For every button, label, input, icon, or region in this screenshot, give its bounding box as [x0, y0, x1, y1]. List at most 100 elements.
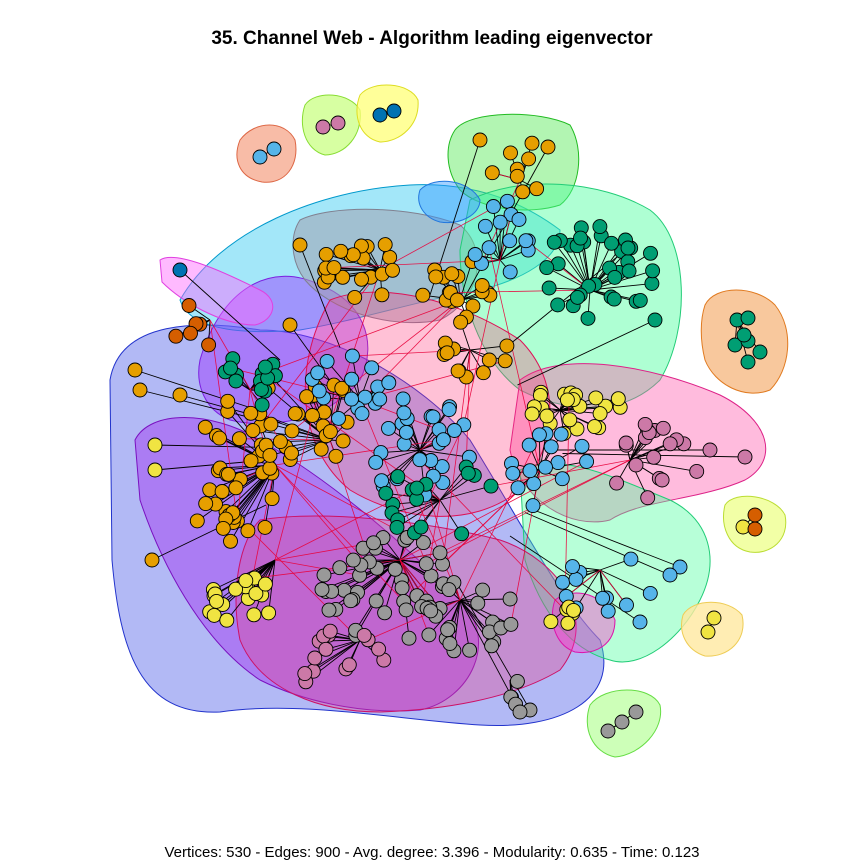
vertex	[499, 193, 515, 209]
vertex	[385, 262, 400, 278]
vertex	[449, 292, 465, 308]
vertex	[245, 423, 261, 438]
vertex	[220, 466, 236, 482]
vertex	[531, 427, 547, 443]
vertex	[228, 373, 244, 389]
graph-edge	[529, 508, 681, 568]
vertex	[321, 602, 337, 618]
vertex	[382, 249, 398, 265]
graph-edge	[154, 444, 268, 448]
vertex	[689, 463, 705, 479]
vertex	[441, 402, 457, 418]
vertex	[654, 472, 670, 488]
vertex	[592, 406, 608, 422]
vertex	[499, 338, 515, 354]
vertex	[335, 433, 351, 449]
vertex	[736, 327, 752, 343]
vertex	[475, 582, 491, 598]
vertex	[481, 352, 497, 368]
vertex	[515, 184, 531, 200]
vertex	[450, 363, 466, 379]
vertex	[257, 519, 273, 535]
vertex	[595, 590, 611, 606]
vertex	[374, 287, 390, 303]
graph-edge	[134, 369, 258, 411]
vertex	[574, 438, 590, 454]
inter-community-edge	[459, 434, 540, 601]
vertex	[511, 212, 527, 227]
vertex	[539, 260, 555, 276]
vertex	[328, 448, 344, 464]
vertex	[344, 348, 360, 364]
vertex	[435, 432, 451, 448]
vertex	[541, 280, 557, 296]
vertex	[644, 276, 660, 291]
vertex	[642, 585, 658, 601]
vertex	[553, 426, 569, 442]
vertex	[284, 445, 299, 461]
vertex	[201, 337, 217, 353]
vertex	[284, 423, 300, 439]
graph-edge	[139, 389, 261, 421]
vertex	[181, 298, 197, 313]
vertex	[702, 442, 718, 458]
vertex	[607, 269, 623, 285]
vertex	[390, 469, 406, 485]
plot-caption: Vertices: 530 - Edges: 900 - Avg. degree…	[164, 844, 700, 861]
vertex	[672, 559, 688, 575]
inter-community-edge	[274, 439, 444, 466]
graph-edge	[524, 512, 671, 576]
vertex	[372, 107, 388, 123]
graph-edge	[333, 267, 381, 271]
vertex	[264, 491, 280, 507]
vertex	[412, 452, 428, 468]
vertex	[492, 214, 508, 230]
vertex	[183, 325, 198, 341]
vertex	[240, 523, 256, 539]
vertex	[212, 430, 227, 446]
vertex	[550, 455, 566, 471]
vertex	[389, 519, 405, 535]
plot-title: 35. Channel Web - Algorithm leading eige…	[211, 28, 653, 49]
vertex	[521, 437, 537, 453]
vertex	[462, 642, 478, 658]
inter-community-edge	[449, 289, 591, 294]
vertex	[646, 449, 662, 465]
vertex	[330, 115, 346, 131]
vertex	[604, 235, 619, 251]
vertex	[147, 437, 163, 453]
vertex	[428, 269, 444, 285]
graph-edge	[397, 499, 441, 521]
graph-edge	[599, 569, 651, 594]
vertex	[562, 412, 578, 428]
vertex	[524, 135, 540, 151]
vertex	[319, 353, 335, 369]
vertex	[484, 638, 500, 654]
vertex	[632, 614, 648, 630]
vertex	[219, 612, 235, 628]
vertex	[381, 375, 397, 391]
vertex	[550, 297, 566, 313]
vertex	[522, 463, 538, 479]
vertex	[228, 480, 244, 496]
vertex	[326, 260, 342, 276]
vertex	[502, 264, 518, 280]
vertex	[573, 230, 588, 246]
vertex	[526, 476, 542, 492]
vertex	[318, 641, 334, 657]
vertex	[318, 246, 334, 262]
vertex	[580, 310, 596, 326]
vertex	[618, 435, 634, 451]
graph-edge	[179, 269, 281, 361]
vertex	[299, 389, 315, 405]
vertex	[261, 605, 277, 621]
vertex	[248, 586, 264, 601]
graph-edge	[517, 319, 656, 386]
vertex	[413, 519, 429, 535]
vertex	[292, 237, 308, 253]
vertex	[220, 393, 236, 409]
vertex	[147, 462, 163, 478]
vertex	[477, 218, 493, 234]
vertex	[425, 409, 441, 425]
